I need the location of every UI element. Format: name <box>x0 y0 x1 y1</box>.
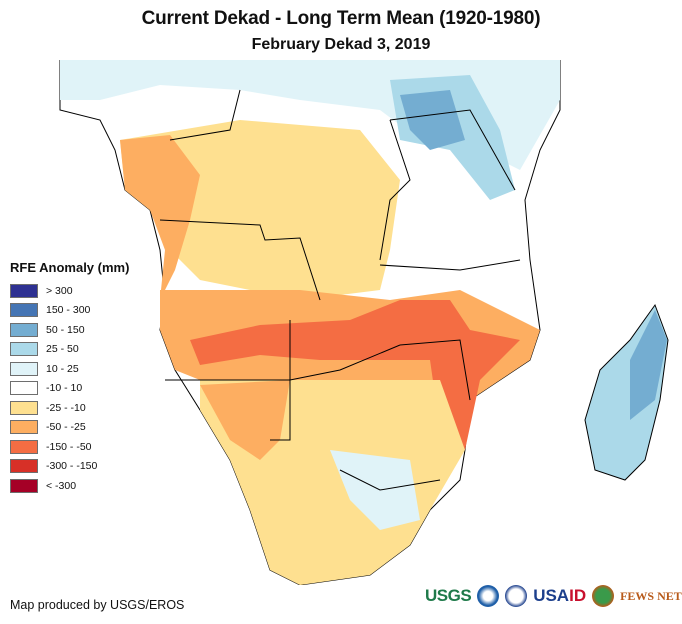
legend-label: 25 - 50 <box>46 343 79 356</box>
credit-text: Map produced by USGS/EROS <box>10 598 185 612</box>
legend-item: -10 - 10 <box>10 379 129 399</box>
legend-swatch <box>10 381 38 396</box>
legend-label: -300 - -150 <box>46 460 98 473</box>
legend-label: -50 - -25 <box>46 421 86 434</box>
legend-label: > 300 <box>46 284 73 297</box>
usaid-logo-text-b: ID <box>569 586 587 605</box>
noaa-logo-icon <box>477 585 500 607</box>
usgs-logo: USGS <box>425 586 472 606</box>
legend-swatch <box>10 361 38 376</box>
map-legend: RFE Anomaly (mm) > 300 150 - 300 50 - 150 2… <box>10 260 129 496</box>
anomaly-zone-southeast-neutral <box>330 450 420 530</box>
legend-label: 10 - 25 <box>46 362 79 375</box>
madagascar-wet-core <box>630 310 667 420</box>
legend-item: 150 - 300 <box>10 301 129 321</box>
fews-net-logo-text: FEWS NET <box>620 588 682 603</box>
usaid-seal-icon <box>505 585 528 607</box>
usgs-logo-text: USGS <box>425 586 472 605</box>
legend-item: 50 - 150 <box>10 320 129 340</box>
legend-item: > 300 <box>10 281 129 301</box>
legend-title: RFE Anomaly (mm) <box>10 260 130 275</box>
legend-label: 50 - 150 <box>46 323 85 336</box>
legend-label: -25 - -10 <box>46 401 86 414</box>
legend-swatch <box>10 478 38 493</box>
legend-swatch <box>10 459 38 474</box>
anomaly-zone-east-wet-core <box>400 90 465 150</box>
legend-item: -25 - -10 <box>10 398 129 418</box>
legend-swatch <box>10 420 38 435</box>
legend-swatch <box>10 322 38 337</box>
anomaly-zone-west-coast <box>120 135 200 300</box>
legend-item: -150 - -50 <box>10 437 129 457</box>
fews-net-logo: FEWS NET <box>620 589 682 604</box>
legend-item: < -300 <box>10 476 129 496</box>
anomaly-zone-south-mid <box>200 380 290 460</box>
legend-swatch <box>10 303 38 318</box>
map-subtitle: February Dekad 3, 2019 <box>251 36 431 53</box>
usaid-logo-text-a: USA <box>533 586 570 605</box>
legend-item: 25 - 50 <box>10 340 129 360</box>
partner-logos: USGS USAID FEWS NET <box>425 585 682 607</box>
country-borders <box>159 89 521 491</box>
legend-item: 10 - 25 <box>10 359 129 379</box>
legend-swatch <box>10 283 38 298</box>
anomaly-map <box>59 60 669 585</box>
legend-item: -300 - -150 <box>10 457 129 477</box>
map-title: Current Dekad - Long Term Mean (1920-198… <box>141 8 541 29</box>
legend-label: < -300 <box>46 479 77 492</box>
legend-swatch <box>10 342 38 357</box>
legend-label: -10 - 10 <box>46 382 83 395</box>
usaid-logo: USAID <box>533 586 586 606</box>
legend-item: -50 - -25 <box>10 418 129 438</box>
legend-swatch <box>10 439 38 454</box>
legend-label: -150 - -50 <box>46 440 92 453</box>
legend-swatch <box>10 400 38 415</box>
fews-globe-icon <box>592 585 615 607</box>
legend-label: 150 - 300 <box>46 304 91 317</box>
